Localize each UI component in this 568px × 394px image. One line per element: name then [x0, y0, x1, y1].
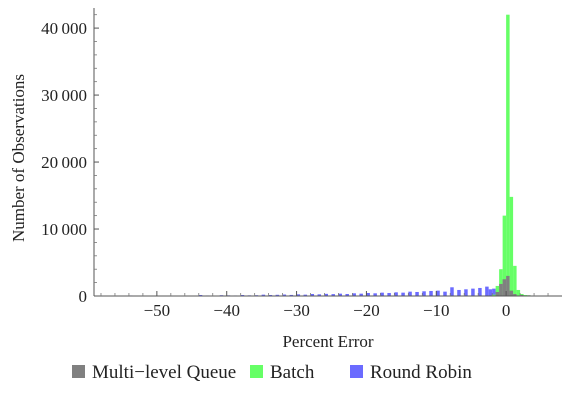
round-robin-bar [345, 293, 349, 296]
x-tick-label: −20 [353, 301, 380, 320]
batch-bar [513, 265, 517, 296]
round-robin-legend-label: Round Robin [370, 362, 472, 383]
round-robin-bar [471, 288, 475, 296]
round-robin-bar [261, 294, 266, 296]
round-robin-bar [401, 292, 405, 296]
round-robin-bar [331, 294, 335, 296]
batch-bar [520, 293, 524, 296]
round-robin-bar [324, 293, 328, 296]
round-robin-bar [296, 294, 301, 296]
batch-bar [495, 285, 500, 296]
round-robin-bar [366, 292, 370, 296]
x-tick-label: −30 [283, 301, 310, 320]
batch-legend-label: Batch [270, 362, 315, 383]
round-robin-bar [338, 293, 342, 296]
multi-level-queue-legend-label: Multi−level Queue [92, 362, 236, 383]
x-axis-title: Percent Error [282, 332, 373, 351]
batch-bar [509, 196, 514, 296]
round-robin-bar [310, 293, 315, 296]
legend: Multi−level Queue Batch Round Robin [72, 362, 472, 383]
multi-level-queue-bar [495, 291, 500, 296]
multi-level-queue-bar [499, 283, 503, 296]
round-robin-bar [275, 294, 280, 296]
round-robin-bar [478, 287, 482, 296]
round-robin-bar [282, 294, 287, 296]
batch-bar [506, 14, 510, 296]
round-robin-bar [408, 291, 412, 296]
y-tick-label: 30 000 [41, 86, 87, 105]
y-tick-label: 10 000 [41, 220, 87, 239]
round-robin-bar [488, 289, 493, 296]
round-robin-bar [422, 291, 426, 296]
x-axis-ticks: −50 −40 −30 −20 −10 0 [100, 291, 549, 320]
round-robin-bar [443, 291, 447, 296]
round-robin-bar [380, 292, 384, 296]
x-tick-label: 0 [502, 301, 511, 320]
round-robin-bar [387, 292, 391, 296]
round-robin-bar [303, 294, 308, 296]
round-robin-bar [289, 294, 294, 296]
multi-level-queue-bar [506, 275, 510, 296]
round-robin-bar [317, 294, 322, 296]
round-robin-bar [436, 290, 440, 296]
round-robin-bar [429, 290, 433, 296]
multi-level-queue-bar [513, 293, 517, 296]
round-robin-bar [492, 288, 496, 296]
batch-bars [492, 14, 531, 296]
y-axis-ticks: 0 10 000 20 000 30 000 40 000 [41, 14, 99, 306]
round-robin-bar [359, 293, 363, 296]
round-robin-bar [352, 293, 356, 296]
round-robin-legend-swatch [350, 365, 363, 378]
round-robin-bar [485, 286, 489, 296]
x-tick-label: −10 [423, 301, 450, 320]
batch-bar [492, 294, 496, 296]
x-tick-label: −40 [213, 301, 240, 320]
round-robin-bar [373, 293, 377, 296]
round-robin-bar [464, 289, 468, 296]
batch-legend-swatch [250, 365, 263, 378]
batch-bar [516, 289, 521, 296]
y-tick-label: 20 000 [41, 153, 87, 172]
y-tick-label: 40 000 [41, 19, 87, 38]
batch-bar [499, 269, 503, 296]
round-robin-bars [100, 286, 503, 297]
multi-level-queue-bar [502, 279, 507, 296]
round-robin-bar [450, 287, 454, 296]
x-tick-label: −50 [144, 301, 171, 320]
multi-level-queue-bar [509, 290, 514, 296]
round-robin-bar [394, 292, 398, 296]
batch-bar [502, 215, 507, 296]
y-tick-label: 0 [79, 287, 88, 306]
multi-level-queue-legend-swatch [72, 365, 85, 378]
y-axis-title: Number of Observations [9, 74, 28, 242]
round-robin-bar [415, 291, 419, 296]
round-robin-bar [457, 289, 461, 296]
